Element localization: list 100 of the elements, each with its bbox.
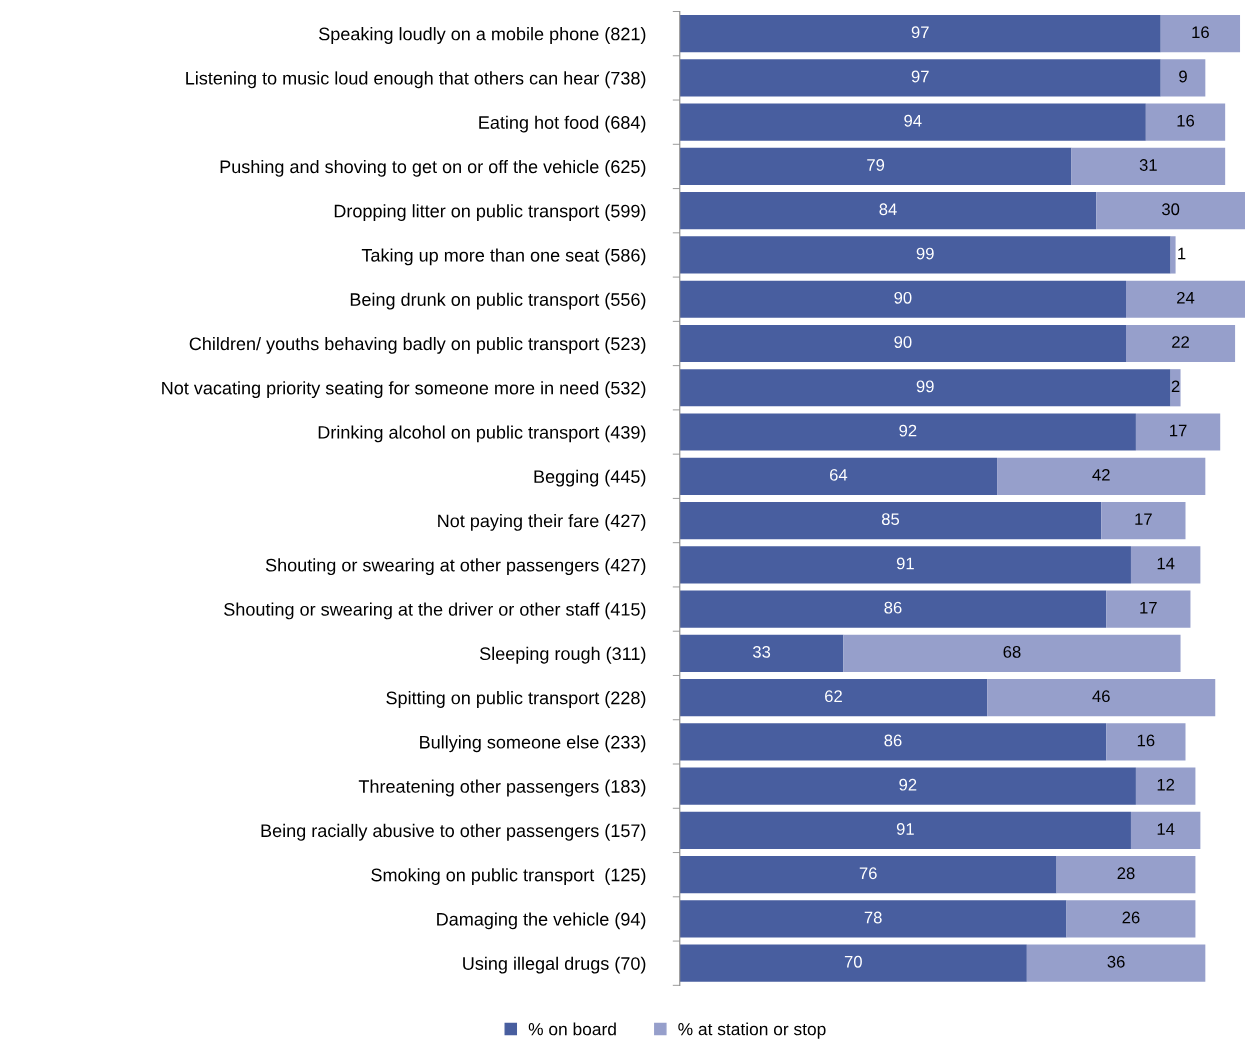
- bar: [1135, 413, 1221, 451]
- data-label: 78: [864, 911, 882, 924]
- data-label: 16: [1137, 734, 1155, 747]
- bar: [1170, 369, 1181, 407]
- data-label: 26: [1122, 911, 1140, 924]
- y-tick-label: Not paying their fare (427): [438, 514, 646, 531]
- data-label: 2: [1171, 380, 1180, 393]
- y-tick-label: Threatening other passengers (183): [358, 779, 646, 797]
- data-label: 17: [1140, 601, 1157, 614]
- data-label: 14: [1157, 823, 1175, 835]
- bar: [679, 679, 988, 717]
- data-label: 92: [899, 778, 917, 791]
- data-label: 36: [1107, 955, 1125, 968]
- bar: [679, 147, 1072, 186]
- data-label: 99: [916, 247, 934, 260]
- bar: [679, 634, 844, 672]
- bar: [1106, 590, 1191, 628]
- data-label: 70: [844, 955, 862, 968]
- data-label: 30: [1161, 203, 1180, 216]
- bar: [1126, 324, 1236, 363]
- data-label: 64: [830, 468, 848, 481]
- data-label: 86: [884, 601, 902, 614]
- bar: [997, 457, 1206, 495]
- bar: [843, 634, 1181, 672]
- y-tick-label: Sleeping rough (311): [479, 646, 646, 664]
- data-label: 14: [1157, 557, 1175, 570]
- y-tick-label: Shouting or swearing at other passengers (427): [265, 558, 646, 576]
- bar: [679, 324, 1126, 363]
- data-label: 24: [1177, 291, 1195, 304]
- y-tick-label: Shouting or swearing at the driver or other staff (415): [224, 602, 646, 620]
- data-label: 90: [894, 336, 912, 348]
- data-label: 31: [1139, 159, 1157, 171]
- data-label: 16: [1177, 114, 1195, 127]
- y-tick-label: Eating hot food (684): [479, 115, 646, 133]
- data-label: 62: [825, 690, 842, 703]
- bar: [679, 413, 1136, 451]
- bar: [1160, 59, 1206, 97]
- data-label: 85: [881, 513, 900, 526]
- bar: [1071, 147, 1226, 186]
- y-tick-label: Children/ youths behaving badly on public transport (523): [189, 336, 646, 354]
- bar: [679, 723, 1107, 761]
- bar: [679, 944, 1027, 982]
- bar: [679, 811, 1131, 849]
- data-label: 91: [896, 557, 914, 570]
- data-label: 99: [916, 380, 934, 393]
- bar: [679, 59, 1161, 97]
- bar: [679, 369, 1171, 407]
- y-tick-label: Listening to music loud enough that others can hear (738): [186, 71, 646, 89]
- bar: [1145, 103, 1226, 141]
- bar: [1026, 944, 1206, 982]
- data-label: 97: [911, 70, 929, 83]
- bar: [1130, 811, 1201, 849]
- y-tick-label: Not vacating priority seating for someone more in need (532): [162, 381, 646, 399]
- y-tick-label: Damaging the vehicle (94): [437, 912, 646, 930]
- bar: [1170, 236, 1176, 274]
- bar: [679, 900, 1067, 938]
- data-label: 22: [1172, 336, 1189, 348]
- data-label: 86: [884, 734, 902, 747]
- data-label: 97: [911, 26, 929, 39]
- data-label: 1: [1178, 247, 1186, 260]
- y-tick-label: Drinking alcohol on public transport (439): [318, 425, 646, 443]
- data-label: 17: [1170, 424, 1187, 437]
- data-label: 90: [894, 291, 912, 304]
- bar: [1101, 501, 1186, 540]
- data-label: 33: [752, 646, 771, 658]
- bar: [679, 280, 1126, 318]
- y-tick-label: Speaking loudly on a mobile phone (821): [319, 27, 646, 44]
- bar: [987, 679, 1216, 717]
- y-tick-label: Begging (445): [534, 469, 646, 487]
- data-label: 76: [859, 867, 877, 880]
- legend-label: % on board: [528, 1022, 616, 1036]
- bar: [679, 236, 1171, 274]
- bar: [1160, 15, 1241, 53]
- data-label: 79: [867, 159, 885, 171]
- bar: [679, 103, 1146, 141]
- bar: [679, 457, 998, 495]
- data-label: 68: [1003, 646, 1021, 658]
- bar: [1135, 767, 1196, 805]
- bar: [679, 501, 1102, 540]
- data-label: 92: [899, 424, 917, 437]
- bar: [1130, 546, 1201, 584]
- bar: [1106, 723, 1186, 761]
- y-tick-label: Using illegal drugs (70): [463, 956, 646, 974]
- data-label: 28: [1117, 867, 1135, 880]
- bar: [679, 856, 1057, 894]
- data-label: 94: [904, 114, 922, 127]
- data-label: 12: [1157, 778, 1175, 791]
- data-label: 16: [1192, 26, 1209, 39]
- y-tick-label: Dropping litter on public transport (599): [334, 204, 646, 221]
- bar: [679, 192, 1097, 230]
- data-label: 91: [896, 823, 914, 835]
- y-tick-label: Bullying someone else (233): [420, 735, 646, 753]
- data-label: 42: [1092, 468, 1110, 481]
- data-label: 17: [1135, 513, 1152, 525]
- data-label: 84: [879, 203, 897, 216]
- data-label: 9: [1179, 70, 1187, 83]
- bar: [1066, 900, 1196, 938]
- bar: [679, 590, 1107, 628]
- bar: [679, 767, 1136, 805]
- bar: [1126, 280, 1245, 318]
